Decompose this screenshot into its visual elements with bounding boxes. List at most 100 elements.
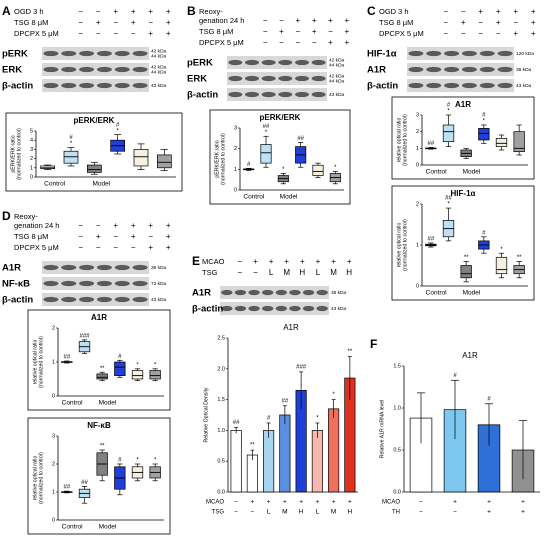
condition-sign: −	[234, 499, 238, 506]
box	[513, 131, 525, 153]
condition-label: Reoxy-	[199, 7, 223, 16]
condition-sign: +	[148, 29, 153, 38]
y-tick-label: 0.5	[217, 459, 225, 465]
condition-sign: +	[344, 27, 349, 36]
chart-title: pERK/ERK	[74, 116, 115, 125]
condition-sign: −	[443, 7, 448, 16]
significance: #	[487, 396, 491, 402]
chart-title: A1R	[455, 100, 471, 109]
blot-band	[261, 91, 276, 98]
significance: #	[247, 162, 251, 168]
blot-band	[221, 305, 233, 312]
blot-band	[79, 50, 95, 57]
blot-label: A1R	[367, 65, 386, 76]
significance: #	[267, 416, 271, 422]
significance: #	[453, 373, 457, 379]
x-tick-label: Control	[62, 400, 84, 407]
blot-band	[479, 66, 495, 73]
blot-image	[42, 63, 149, 76]
blot-band	[245, 75, 259, 82]
condition-sign: −	[96, 243, 101, 252]
y-tick-label: 1.5	[217, 397, 225, 403]
condition-label: MCAO	[206, 500, 224, 506]
condition-sign: −	[234, 509, 238, 516]
y-tick-label: 0	[30, 174, 33, 180]
significance: #	[482, 230, 486, 236]
blot-band	[461, 82, 477, 89]
blot-band	[444, 66, 460, 73]
significance: *	[154, 362, 157, 368]
condition-sign: +	[496, 18, 501, 27]
condition-sign: −	[131, 243, 136, 252]
blot-image	[227, 88, 327, 101]
blot-band	[311, 59, 326, 66]
significance: *	[316, 416, 319, 422]
condition-label: DPCPX 5 μM	[379, 29, 424, 38]
condition-sign: −	[78, 243, 83, 252]
blot-band	[261, 59, 276, 66]
significance: ##	[445, 196, 452, 202]
x-tick-label: Control	[426, 290, 448, 297]
condition-sign: +	[269, 257, 274, 266]
blot-band	[43, 296, 59, 303]
blot-band	[61, 50, 77, 57]
blot-image	[407, 63, 514, 76]
condition-sign: H	[346, 268, 352, 277]
blot-band	[248, 289, 260, 296]
blot-image	[42, 293, 149, 306]
y-axis-label: (normalized to control)	[38, 336, 44, 388]
blot-label: ERK	[187, 74, 207, 85]
condition-sign: −	[295, 27, 300, 36]
kda-label: 43 kDa	[151, 83, 167, 89]
condition-sign: +	[344, 16, 349, 25]
blot-band	[234, 305, 247, 312]
blot-label: A1R	[192, 288, 211, 299]
condition-sign: −	[419, 499, 423, 506]
panel-letter: B	[187, 4, 196, 18]
significance: **	[348, 349, 353, 355]
y-tick-label: 1.0	[217, 428, 225, 434]
condition-sign: H	[299, 268, 305, 277]
condition-sign: M	[330, 268, 337, 277]
blot-band	[444, 82, 460, 89]
blot-band	[114, 50, 130, 57]
blot-band	[96, 82, 112, 89]
box	[133, 149, 149, 167]
blot-band	[96, 66, 112, 73]
y-axis-label: relative optical ratio	[32, 456, 38, 501]
chart-frame	[27, 417, 171, 535]
condition-sign: −	[513, 18, 518, 27]
x-tick-label: Control	[426, 169, 448, 176]
blot-band	[275, 289, 288, 296]
condition-sign: −	[263, 27, 268, 36]
box	[114, 361, 126, 376]
condition-sign: +	[113, 7, 118, 16]
condition-label: DPCPX 5 μM	[14, 29, 59, 38]
condition-sign: +	[487, 499, 491, 506]
blot-band	[316, 289, 328, 296]
y-tick-label: 3	[52, 433, 55, 439]
y-tick-label: 3	[416, 112, 419, 118]
blot-band	[79, 296, 95, 303]
kda-label: 36 kDa	[516, 67, 532, 73]
significance: *	[265, 130, 268, 136]
significance: #	[116, 122, 120, 128]
blot-band	[261, 305, 274, 312]
blot-label: β-actin	[187, 90, 218, 101]
panel-letter: E	[192, 254, 200, 268]
blot-band	[79, 66, 95, 73]
condition-sign: +	[131, 7, 136, 16]
significance: **	[250, 443, 255, 449]
y-tick-label: 0	[416, 162, 419, 168]
blot-band	[311, 75, 326, 82]
condition-sign: +	[312, 27, 317, 36]
condition-sign: +	[166, 221, 171, 230]
y-axis-label: (normalized to control)	[402, 219, 408, 271]
condition-sign: +	[316, 257, 321, 266]
x-tick-label: Control	[243, 194, 265, 201]
blot-label: pERK	[187, 58, 213, 69]
condition-sign: +	[531, 18, 536, 27]
y-tick-label: 2	[52, 461, 55, 467]
blot-band	[278, 59, 293, 66]
